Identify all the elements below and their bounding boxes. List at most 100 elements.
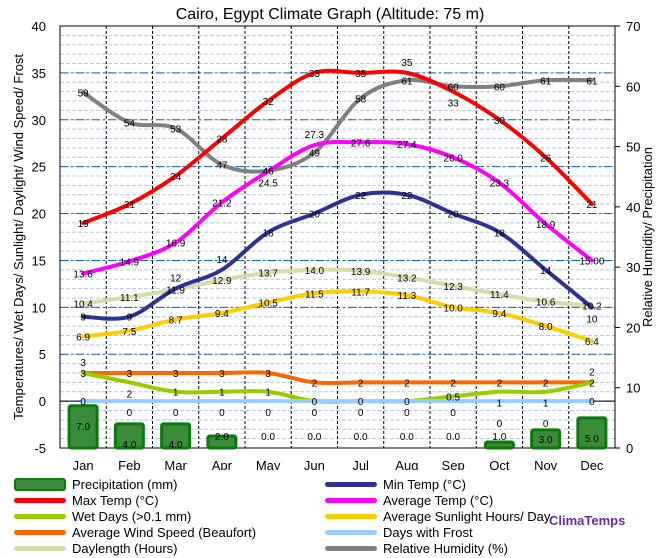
data-label: 14.9 [120, 257, 140, 268]
precipitation-label: 4.0 [169, 440, 183, 451]
data-label: 2 [497, 378, 503, 389]
data-label: 20 [448, 210, 460, 221]
data-label: 24 [170, 172, 182, 183]
data-label: 35 [309, 69, 321, 80]
y-tick-right: 30 [626, 260, 640, 275]
data-label: 3 [265, 369, 271, 380]
data-label: 9.4 [215, 309, 229, 320]
data-label: 3 [173, 369, 179, 380]
data-label: 27.4 [397, 140, 417, 151]
data-label: 0 [265, 408, 271, 419]
data-label: 61 [401, 76, 413, 87]
legend-item: Wet Days (>0.1 mm) [14, 509, 191, 524]
data-label: 35 [355, 69, 367, 80]
data-label: 12 [170, 274, 182, 285]
data-label: 10.2 [582, 301, 602, 312]
data-label: 3 [80, 358, 86, 369]
precipitation-bar [160, 422, 192, 450]
data-label: 2 [589, 367, 595, 378]
data-label: 0 [404, 397, 410, 408]
data-label: 8.0 [539, 322, 553, 333]
data-label: 0 [219, 408, 225, 419]
series-line-max-temp-c- [81, 68, 594, 225]
data-label: 9 [127, 313, 133, 324]
data-label: 30 [494, 116, 506, 127]
legend-label: Wet Days (>0.1 mm) [72, 509, 192, 524]
legend-item: Relative Humidity (%) [325, 541, 508, 556]
data-label: 3 [219, 369, 225, 380]
y-tick-left: 20 [32, 207, 46, 222]
data-label: 0 [543, 419, 549, 430]
y-tick-left: 35 [32, 66, 46, 81]
data-label: 7.5 [122, 327, 136, 338]
data-label: 35 [401, 58, 413, 69]
y-tick-left: 10 [32, 300, 46, 315]
legend-item: Average Temp (°C) [325, 493, 493, 508]
precipitation-bar [576, 416, 608, 450]
data-label: 22 [401, 191, 413, 202]
data-label: 0 [358, 397, 364, 408]
y-tick-right: 10 [626, 381, 640, 396]
precipitation-label: 0.0 [354, 432, 368, 443]
precipitation-bar [206, 434, 238, 450]
data-label: 14 [216, 255, 228, 266]
precipitation-label: 4.0 [122, 440, 136, 451]
precipitation-label: 0.0 [307, 432, 321, 443]
x-tick-label: Oct [489, 458, 510, 470]
legend-swatch [325, 546, 377, 551]
precipitation-label: 0.0 [400, 432, 414, 443]
data-label: 33 [448, 99, 460, 110]
legend-label: Average Sunlight Hours/ Day [383, 509, 551, 524]
data-label: 13.7 [258, 269, 278, 280]
y-tick-left: -5 [34, 441, 46, 456]
data-label: 2 [127, 389, 133, 400]
data-label: 1 [543, 399, 549, 410]
data-label: 12.9 [212, 276, 232, 287]
data-label: 6.9 [76, 332, 90, 343]
series-line-average-temp-c- [81, 139, 594, 276]
data-label: 26 [540, 153, 552, 164]
precipitation-bar [530, 428, 562, 450]
data-label: 0 [127, 408, 133, 419]
data-label: 27.3 [305, 130, 325, 141]
chart-title: Cairo, Egypt Climate Graph (Altitude: 75… [176, 6, 485, 23]
x-tick-label: Mar [164, 458, 187, 470]
data-label: 58 [355, 94, 367, 105]
data-label: 47 [216, 161, 228, 172]
data-label: 3 [80, 369, 86, 380]
data-label: 61 [586, 76, 598, 87]
data-label: 0 [497, 419, 503, 430]
data-label: 21 [586, 200, 598, 211]
x-tick-label: Apr [212, 458, 233, 470]
data-label: 53 [170, 124, 182, 135]
data-label: 1 [173, 388, 179, 399]
legend-label: Relative Humidity (%) [383, 541, 508, 556]
data-label: 0 [173, 408, 179, 419]
legend-label: Average Wind Speed (Beaufort) [72, 525, 257, 540]
data-label: 26.0 [443, 153, 463, 164]
y-tick-right: 60 [626, 79, 640, 94]
data-label: 18 [263, 228, 275, 239]
data-label: 0 [80, 397, 86, 408]
data-label: 59 [78, 88, 90, 99]
data-label: 1 [219, 388, 225, 399]
data-label: 13.6 [73, 270, 93, 281]
data-label: 1 [497, 399, 503, 410]
y-tick-left: 25 [32, 160, 46, 175]
data-label: 23.3 [490, 179, 510, 190]
legend-item: Average Sunlight Hours/ Day [325, 509, 550, 524]
data-label: 0 [589, 397, 595, 408]
y-tick-right: 70 [626, 19, 640, 34]
legend-label: Average Temp (°C) [383, 493, 494, 508]
data-label: 18.9 [536, 220, 556, 231]
y-tick-left: 5 [39, 347, 46, 362]
data-label: 11.5 [305, 289, 324, 300]
data-label: 10.5 [258, 299, 278, 310]
precipitation-label: 0.0 [446, 432, 460, 443]
data-label: 15.00 [579, 256, 604, 267]
legend-swatch [14, 514, 66, 519]
x-tick-label: Feb [118, 458, 140, 470]
data-label: 10.4 [73, 300, 93, 311]
data-label: 11.9 [166, 286, 185, 297]
data-label: 20 [309, 210, 321, 221]
